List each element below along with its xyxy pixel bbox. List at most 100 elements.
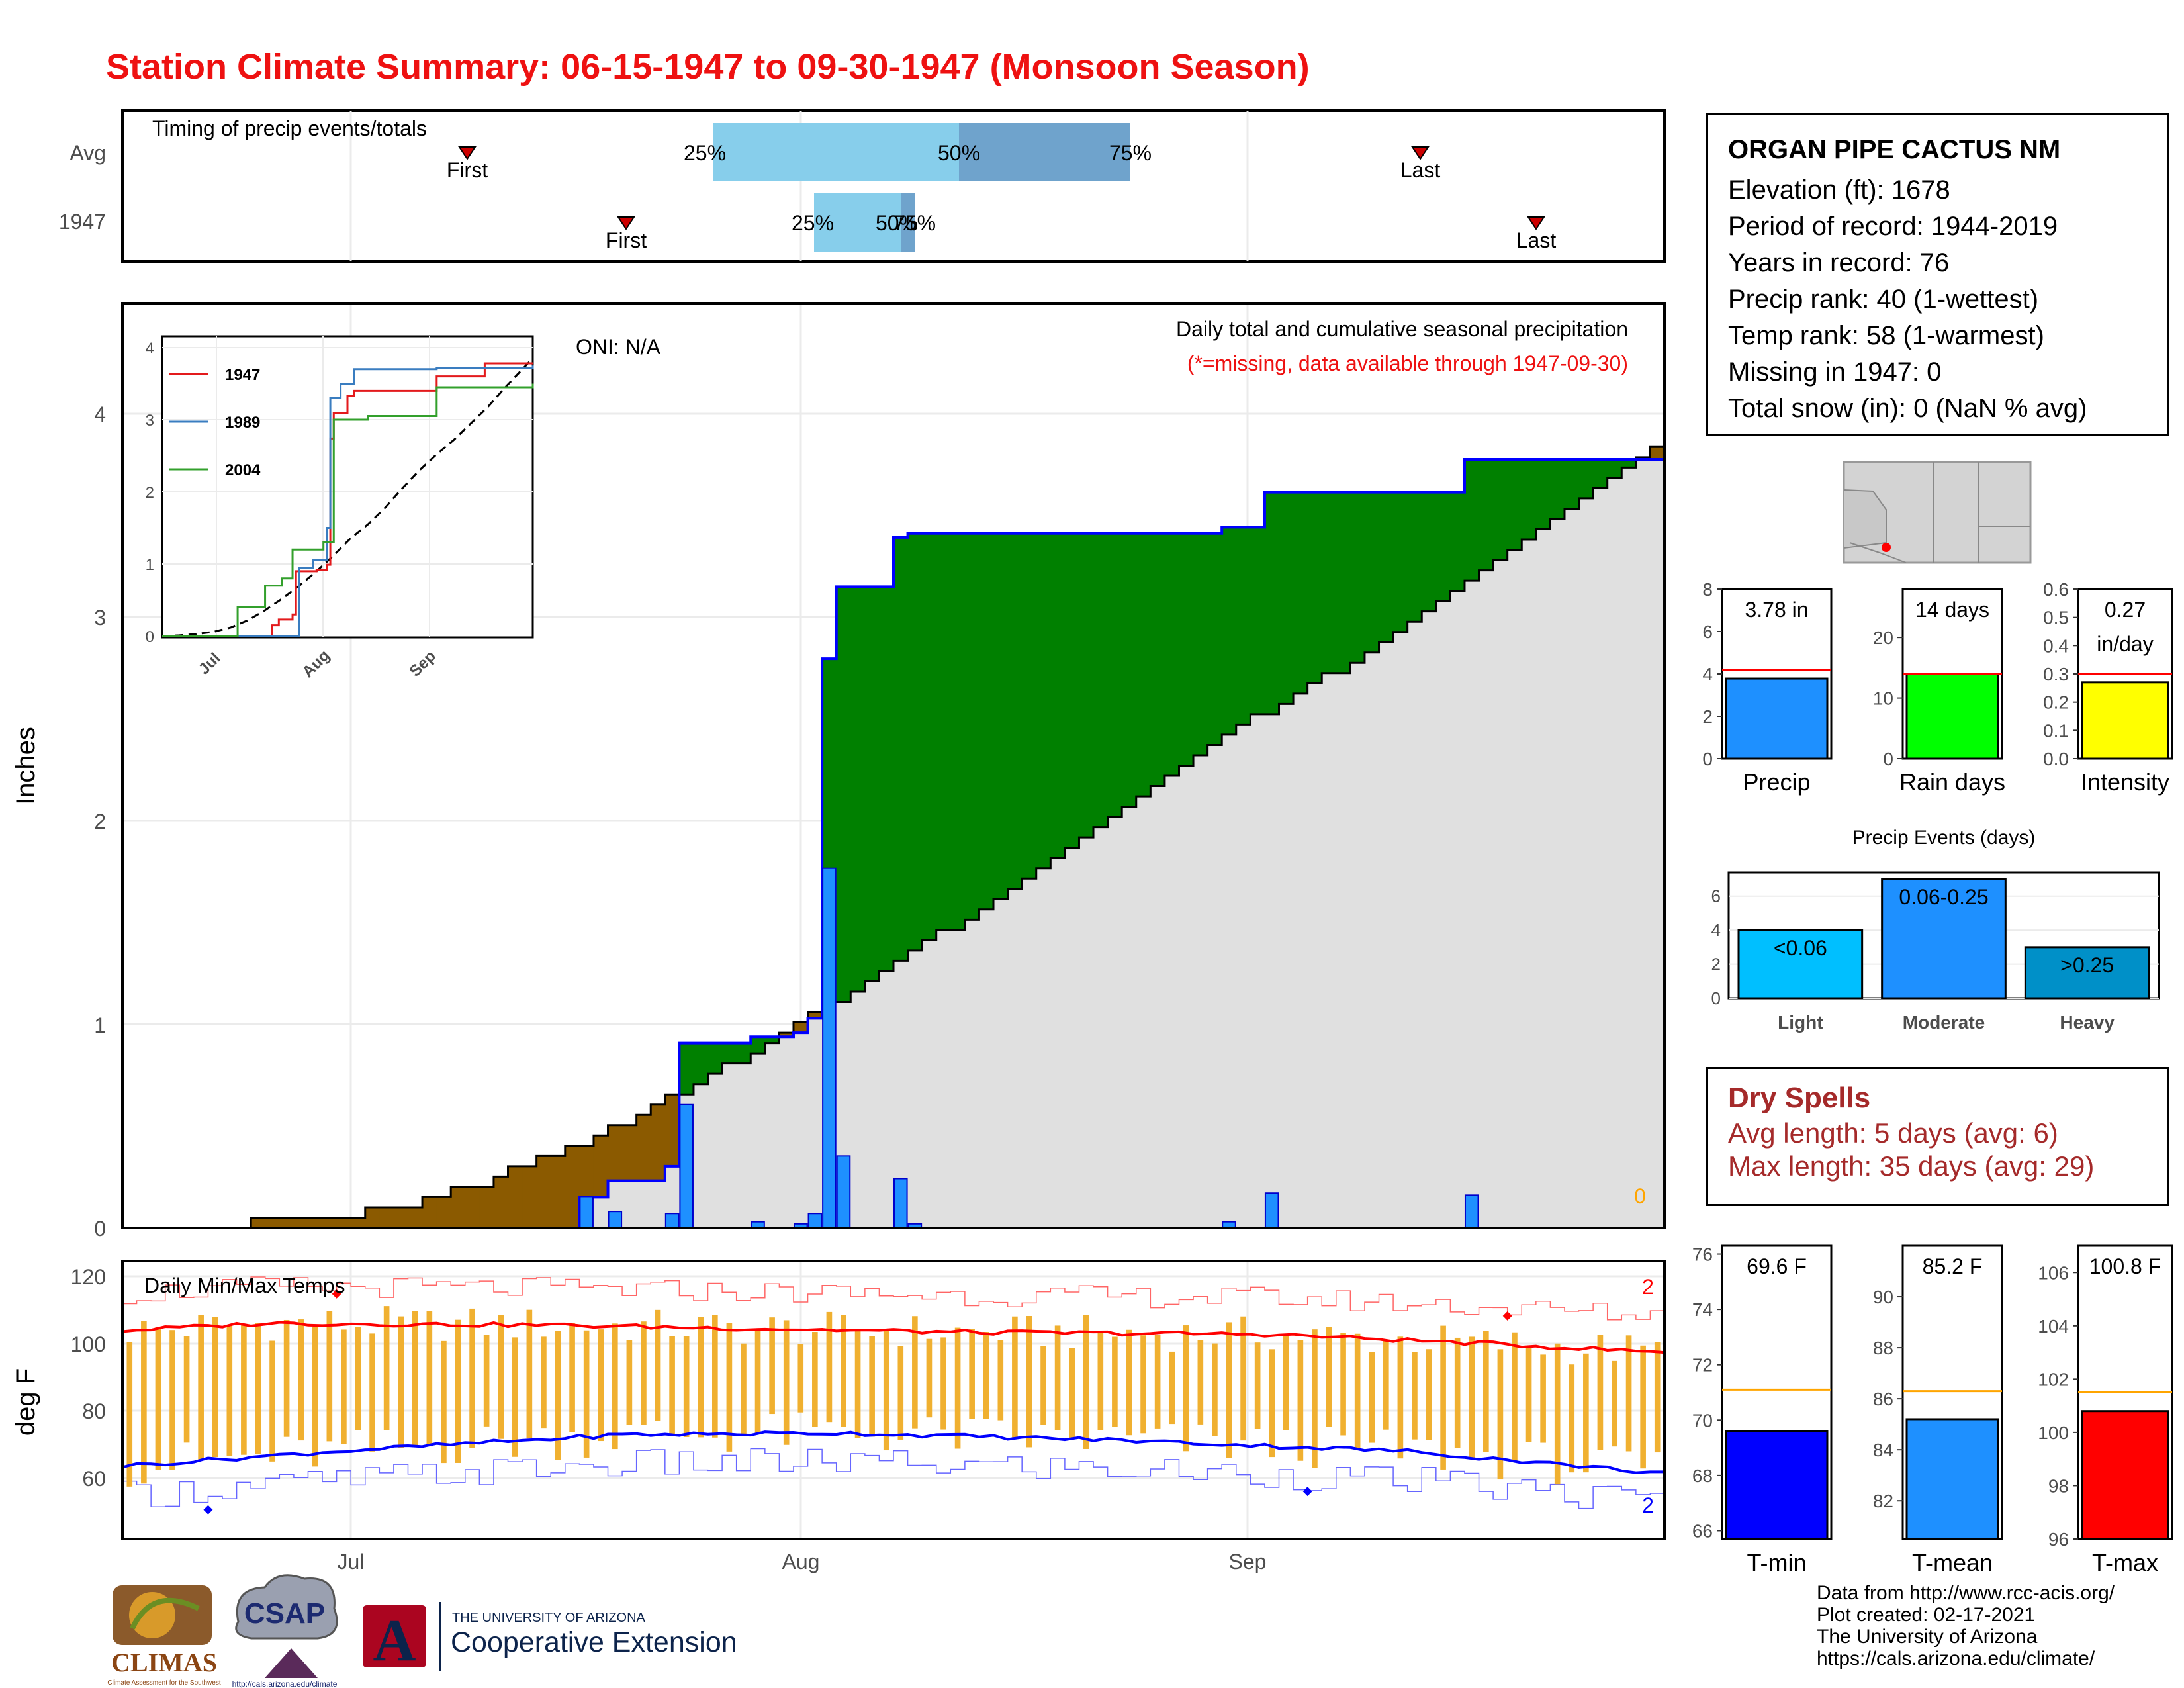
station-elevation: Elevation (ft): 1678 <box>1728 175 1950 205</box>
summary-tick-label: 0.6 <box>2043 579 2069 600</box>
precip-deficit-segment <box>493 1176 509 1228</box>
daily-temp-range-bar <box>1197 1340 1204 1425</box>
precip-surplus-segment <box>1179 533 1194 766</box>
summary-tick-label: 96 <box>2048 1529 2069 1550</box>
daily-temp-range-bar <box>912 1316 918 1429</box>
daily-temp-range-bar <box>426 1311 433 1447</box>
inset-ytick-1: 1 <box>146 556 154 574</box>
station-snow: Total snow (in): 0 (NaN % avg) <box>1728 394 2087 423</box>
summary-tick-label: 88 <box>1873 1338 1893 1358</box>
precip-surplus-segment <box>1550 459 1565 519</box>
daily-temp-range-bar <box>441 1340 447 1464</box>
precip-deficit-segment <box>779 1033 794 1037</box>
daily-temp-range-bar <box>1612 1360 1617 1447</box>
cumulative-title: Daily total and cumulative seasonal prec… <box>1176 317 1628 341</box>
y1947-last-label: Last <box>1516 228 1557 252</box>
precip-surplus-segment <box>1621 459 1637 468</box>
daily-temp-range-bar <box>698 1317 704 1438</box>
event-bar-moderate <box>1881 878 2007 1000</box>
precip-deficit-segment <box>351 1217 366 1228</box>
precip-surplus-segment <box>1136 533 1151 797</box>
temp-ytick-120: 120 <box>71 1265 106 1289</box>
precip-surplus-segment <box>1207 533 1222 745</box>
precip-deficit-segment <box>664 1094 680 1166</box>
climas-logo-text: CLIMAS <box>111 1648 217 1677</box>
precip-surplus-segment <box>1307 492 1322 684</box>
avg-tmax-line <box>122 1321 1665 1354</box>
dry-spells-box: Dry Spells Avg length: 5 days (avg: 6) M… <box>1706 1067 2169 1206</box>
summary-chart-summary_tmin: 66 68 70 72 74 76 69.6 F T-min <box>1692 1244 1833 1576</box>
precip-normal-area <box>122 459 1664 1229</box>
daily-temp-range-bar <box>255 1323 261 1454</box>
event-category-label: Moderate <box>1903 1012 1985 1033</box>
y1947-p50-p75-bar <box>901 193 915 252</box>
summary-value-bar <box>2081 1410 2169 1540</box>
summary-axis-label: Precip <box>1743 769 1810 796</box>
inset-ytick-3: 3 <box>146 412 154 430</box>
summary-value-bar <box>1725 677 1829 760</box>
precip-deficit-segment <box>436 1197 451 1228</box>
daily-temp-range-bar <box>841 1315 846 1427</box>
summary-tick-label: 0.3 <box>2043 664 2069 684</box>
precip-surplus-segment <box>1450 492 1465 591</box>
summary-tick-label: 106 <box>2038 1262 2069 1283</box>
timing-label: Timing of precip events/totals <box>152 117 427 140</box>
precip-deficit-segment <box>336 1217 351 1228</box>
state-map <box>1843 461 2032 564</box>
daily-temp-range-bar <box>1583 1353 1589 1473</box>
precip-surplus-segment <box>1279 492 1294 704</box>
daily-temp-range-bar <box>469 1308 475 1448</box>
credit-line-university: The University of Arizona <box>1817 1626 2038 1648</box>
daily-temp-range-bar <box>1326 1327 1332 1427</box>
summary-tick-label: 10 <box>1873 688 1893 709</box>
dry-spells-avg: Avg length: 5 days (avg: 6) <box>1728 1117 2058 1149</box>
summary-value-label: 3.78 in <box>1745 598 1808 622</box>
daily-precip-bar <box>807 1213 823 1229</box>
daily-precip-bar <box>679 1103 694 1229</box>
daily-temp-range-bar <box>1040 1346 1046 1425</box>
daily-temp-range-bar <box>769 1317 775 1415</box>
event-category-label: Heavy <box>2060 1012 2115 1033</box>
daily-temp-range-bar <box>1069 1348 1075 1438</box>
daily-temp-range-bar <box>669 1336 675 1436</box>
credit-line-url: https://cals.arizona.edu/climate/ <box>1817 1648 2095 1669</box>
avg-first-marker <box>458 146 477 160</box>
daily-temp-range-bar <box>1169 1351 1175 1425</box>
avg-first-label: First <box>447 158 488 182</box>
daily-temp-range-bar <box>326 1311 333 1442</box>
daily-temp-range-bar <box>341 1329 347 1444</box>
summary-tick-label: 8 <box>1702 579 1713 600</box>
daily-temp-range-bar <box>897 1346 904 1440</box>
daily-temp-range-bar <box>312 1327 318 1467</box>
summary-value-label: 85.2 F <box>1923 1254 1983 1278</box>
summary-value-bar <box>1725 1430 1829 1540</box>
daily-temp-range-bar <box>1012 1316 1018 1438</box>
ua-logo-letter: A <box>373 1608 416 1673</box>
precip-surplus-segment <box>764 1037 780 1043</box>
daily-temp-range-bar <box>1640 1345 1646 1469</box>
daily-temp-range-bar <box>298 1319 304 1441</box>
precip-events-chart: Precip Events (days) 0 2 4 6 <0.06 Light 0.06-0… <box>1711 827 2160 1033</box>
daily-temp-range-bar <box>241 1323 247 1455</box>
event-category-label: Light <box>1778 1012 1823 1033</box>
csap-logo-url: http://cals.arizona.edu/climate <box>232 1679 338 1688</box>
precip-deficit-segment <box>536 1156 551 1228</box>
precip-deficit-segment <box>279 1217 295 1228</box>
daily-precip-bar <box>1464 1194 1479 1229</box>
daily-temp-range-bar <box>1554 1343 1561 1485</box>
daily-temp-range-bar <box>126 1342 133 1487</box>
precip-deficit-segment <box>508 1166 523 1228</box>
summary-tick-label: 76 <box>1692 1244 1713 1265</box>
daily-temp-range-bar <box>641 1321 647 1425</box>
precip-surplus-segment <box>1407 492 1422 622</box>
daily-temp-range-bar <box>355 1327 361 1430</box>
legend-1989: 1989 <box>225 414 260 432</box>
inset-legend: 1947 1989 2004 <box>169 366 261 479</box>
precip-surplus-segment <box>1607 459 1622 478</box>
y1947-p50-label: 50% <box>876 211 918 235</box>
daily-temp-range-bar <box>583 1330 590 1458</box>
precip-surplus-segment <box>1364 492 1380 653</box>
daily-temp-range-bar <box>1283 1333 1289 1430</box>
oni-label: ONI: N/A <box>576 335 661 359</box>
